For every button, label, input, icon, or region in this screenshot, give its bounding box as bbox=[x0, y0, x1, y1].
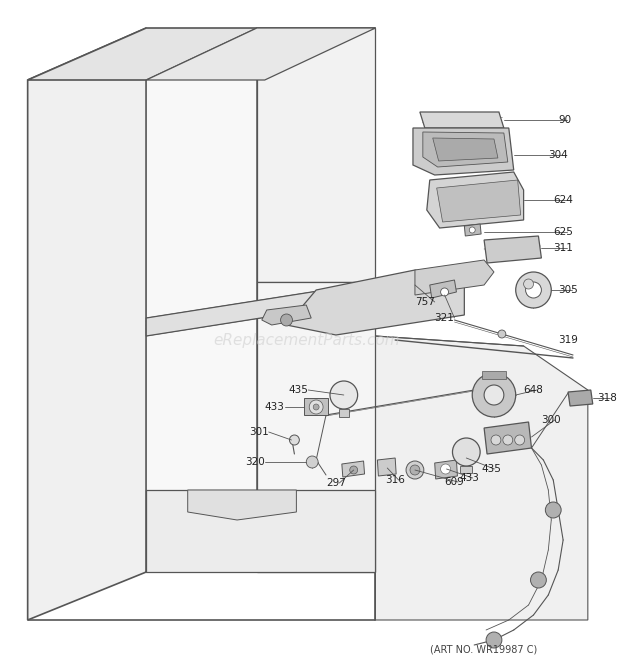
Circle shape bbox=[350, 466, 358, 474]
Text: 609: 609 bbox=[445, 477, 464, 487]
FancyBboxPatch shape bbox=[339, 409, 348, 417]
FancyBboxPatch shape bbox=[482, 371, 506, 379]
Circle shape bbox=[306, 456, 318, 468]
Text: 435: 435 bbox=[481, 464, 501, 474]
Circle shape bbox=[524, 279, 533, 289]
Circle shape bbox=[472, 373, 516, 417]
Circle shape bbox=[330, 381, 358, 409]
Polygon shape bbox=[28, 28, 376, 80]
Polygon shape bbox=[378, 458, 396, 476]
Polygon shape bbox=[188, 490, 296, 520]
Circle shape bbox=[441, 288, 448, 296]
Text: 321: 321 bbox=[435, 313, 454, 323]
FancyBboxPatch shape bbox=[461, 466, 472, 473]
Polygon shape bbox=[430, 280, 456, 298]
Text: 318: 318 bbox=[596, 393, 617, 403]
Polygon shape bbox=[427, 172, 524, 228]
Polygon shape bbox=[146, 490, 376, 572]
Circle shape bbox=[453, 438, 480, 466]
Circle shape bbox=[486, 632, 502, 648]
Circle shape bbox=[526, 282, 541, 298]
Text: 311: 311 bbox=[553, 243, 573, 253]
Text: eReplacementParts.com: eReplacementParts.com bbox=[213, 332, 399, 348]
Circle shape bbox=[498, 330, 506, 338]
Text: 433: 433 bbox=[459, 473, 479, 483]
Polygon shape bbox=[436, 180, 521, 222]
Polygon shape bbox=[376, 336, 588, 620]
Text: 435: 435 bbox=[288, 385, 308, 395]
Polygon shape bbox=[568, 390, 593, 406]
Text: 625: 625 bbox=[553, 227, 573, 237]
Text: 300: 300 bbox=[541, 415, 561, 425]
Polygon shape bbox=[286, 270, 464, 335]
Text: 320: 320 bbox=[245, 457, 265, 467]
Circle shape bbox=[281, 314, 293, 326]
Polygon shape bbox=[464, 224, 481, 236]
Polygon shape bbox=[433, 138, 498, 161]
Text: 433: 433 bbox=[265, 402, 285, 412]
Polygon shape bbox=[423, 132, 508, 167]
Polygon shape bbox=[146, 282, 376, 336]
Circle shape bbox=[531, 572, 546, 588]
Polygon shape bbox=[420, 112, 504, 128]
Circle shape bbox=[290, 435, 299, 445]
Polygon shape bbox=[435, 460, 458, 479]
Circle shape bbox=[546, 502, 561, 518]
Circle shape bbox=[515, 435, 525, 445]
Polygon shape bbox=[262, 305, 311, 325]
Polygon shape bbox=[28, 28, 146, 620]
Circle shape bbox=[313, 404, 319, 410]
Text: 305: 305 bbox=[558, 285, 578, 295]
Polygon shape bbox=[342, 461, 365, 477]
Text: 757: 757 bbox=[415, 297, 435, 307]
Polygon shape bbox=[257, 28, 376, 282]
Text: 90: 90 bbox=[558, 115, 571, 125]
Circle shape bbox=[469, 227, 475, 233]
Polygon shape bbox=[413, 128, 514, 175]
Polygon shape bbox=[484, 422, 531, 454]
Polygon shape bbox=[484, 236, 541, 263]
Polygon shape bbox=[257, 282, 376, 572]
Circle shape bbox=[503, 435, 513, 445]
Polygon shape bbox=[146, 28, 257, 572]
Text: 624: 624 bbox=[553, 195, 573, 205]
Text: 319: 319 bbox=[558, 335, 578, 345]
Text: 301: 301 bbox=[249, 427, 268, 437]
Text: 304: 304 bbox=[548, 150, 568, 160]
Text: 316: 316 bbox=[385, 475, 405, 485]
Circle shape bbox=[516, 272, 551, 308]
Polygon shape bbox=[415, 260, 494, 295]
Circle shape bbox=[491, 435, 501, 445]
Polygon shape bbox=[304, 398, 328, 415]
Circle shape bbox=[309, 400, 323, 414]
Text: 648: 648 bbox=[524, 385, 544, 395]
Circle shape bbox=[441, 464, 451, 474]
Circle shape bbox=[410, 465, 420, 475]
Polygon shape bbox=[146, 28, 376, 80]
Circle shape bbox=[484, 385, 504, 405]
Circle shape bbox=[406, 461, 424, 479]
Text: (ART NO. WR19987 C): (ART NO. WR19987 C) bbox=[430, 645, 538, 655]
Text: 297: 297 bbox=[326, 478, 346, 488]
